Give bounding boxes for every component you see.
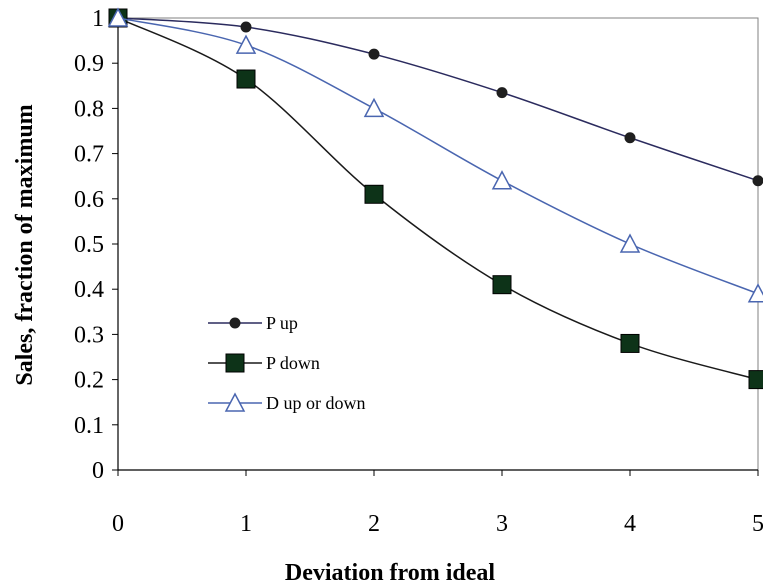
x-axis-title: Deviation from ideal xyxy=(285,560,496,586)
y-tick-label: 0.3 xyxy=(74,322,104,348)
series-layer xyxy=(107,7,763,390)
y-tick-label: 0.4 xyxy=(74,277,104,303)
y-axis: 0 0.1 0.2 0.3 0.4 0.5 0.6 0.7 0.8 0.9 1 xyxy=(74,6,118,484)
p-up-marker xyxy=(624,132,636,144)
y-tick-label: 0.7 xyxy=(74,142,104,168)
p-down-marker xyxy=(364,184,384,204)
series-line xyxy=(117,17,759,295)
p-down-marker xyxy=(492,275,512,295)
p-up-marker xyxy=(240,21,252,33)
series-0 xyxy=(112,12,763,187)
y-tick-label: 1 xyxy=(92,6,104,32)
d-up-or-down-marker xyxy=(107,7,129,27)
x-tick-label: 5 xyxy=(752,511,763,537)
plot-frame xyxy=(117,17,759,471)
p-up-marker xyxy=(368,48,380,60)
p-up-marker xyxy=(229,317,241,329)
x-axis: 0 1 2 3 4 5 xyxy=(112,470,763,537)
p-up-marker xyxy=(752,175,763,187)
p-down-marker xyxy=(236,69,256,89)
y-tick-label: 0.8 xyxy=(74,96,104,122)
plot-area-border xyxy=(117,17,759,471)
p-down-marker xyxy=(620,333,640,353)
legend-label: D up or down xyxy=(266,393,366,413)
series-2 xyxy=(107,7,763,303)
x-tick-label: 4 xyxy=(624,511,636,537)
y-tick-label: 0.9 xyxy=(74,51,104,77)
x-tick-label: 0 xyxy=(112,511,124,537)
d-up-or-down-marker xyxy=(235,34,257,54)
y-axis-title: Sales, fraction of maximum xyxy=(12,104,38,385)
legend-label: P down xyxy=(266,353,320,373)
d-up-or-down-marker xyxy=(363,97,385,118)
y-tick-label: 0.2 xyxy=(74,368,104,394)
x-tick-label: 1 xyxy=(240,511,252,537)
y-tick-label: 0.6 xyxy=(74,187,104,213)
series-line xyxy=(117,17,759,182)
x-tick-label: 2 xyxy=(368,511,380,537)
p-down-marker xyxy=(225,353,245,373)
d-up-or-down-marker xyxy=(747,283,763,303)
y-tick-label: 0.1 xyxy=(74,413,104,439)
legend: P up P down D up or down xyxy=(208,313,366,413)
p-up-marker xyxy=(496,87,508,99)
y-tick-label: 0.5 xyxy=(74,232,104,258)
legend-label: P up xyxy=(266,313,298,333)
d-up-or-down-marker xyxy=(619,233,641,253)
d-up-or-down-marker xyxy=(224,392,246,412)
series-1 xyxy=(108,8,763,390)
d-up-or-down-marker xyxy=(491,170,513,190)
x-tick-label: 3 xyxy=(496,511,508,537)
p-down-marker xyxy=(748,370,763,390)
y-tick-label: 0 xyxy=(92,458,104,484)
